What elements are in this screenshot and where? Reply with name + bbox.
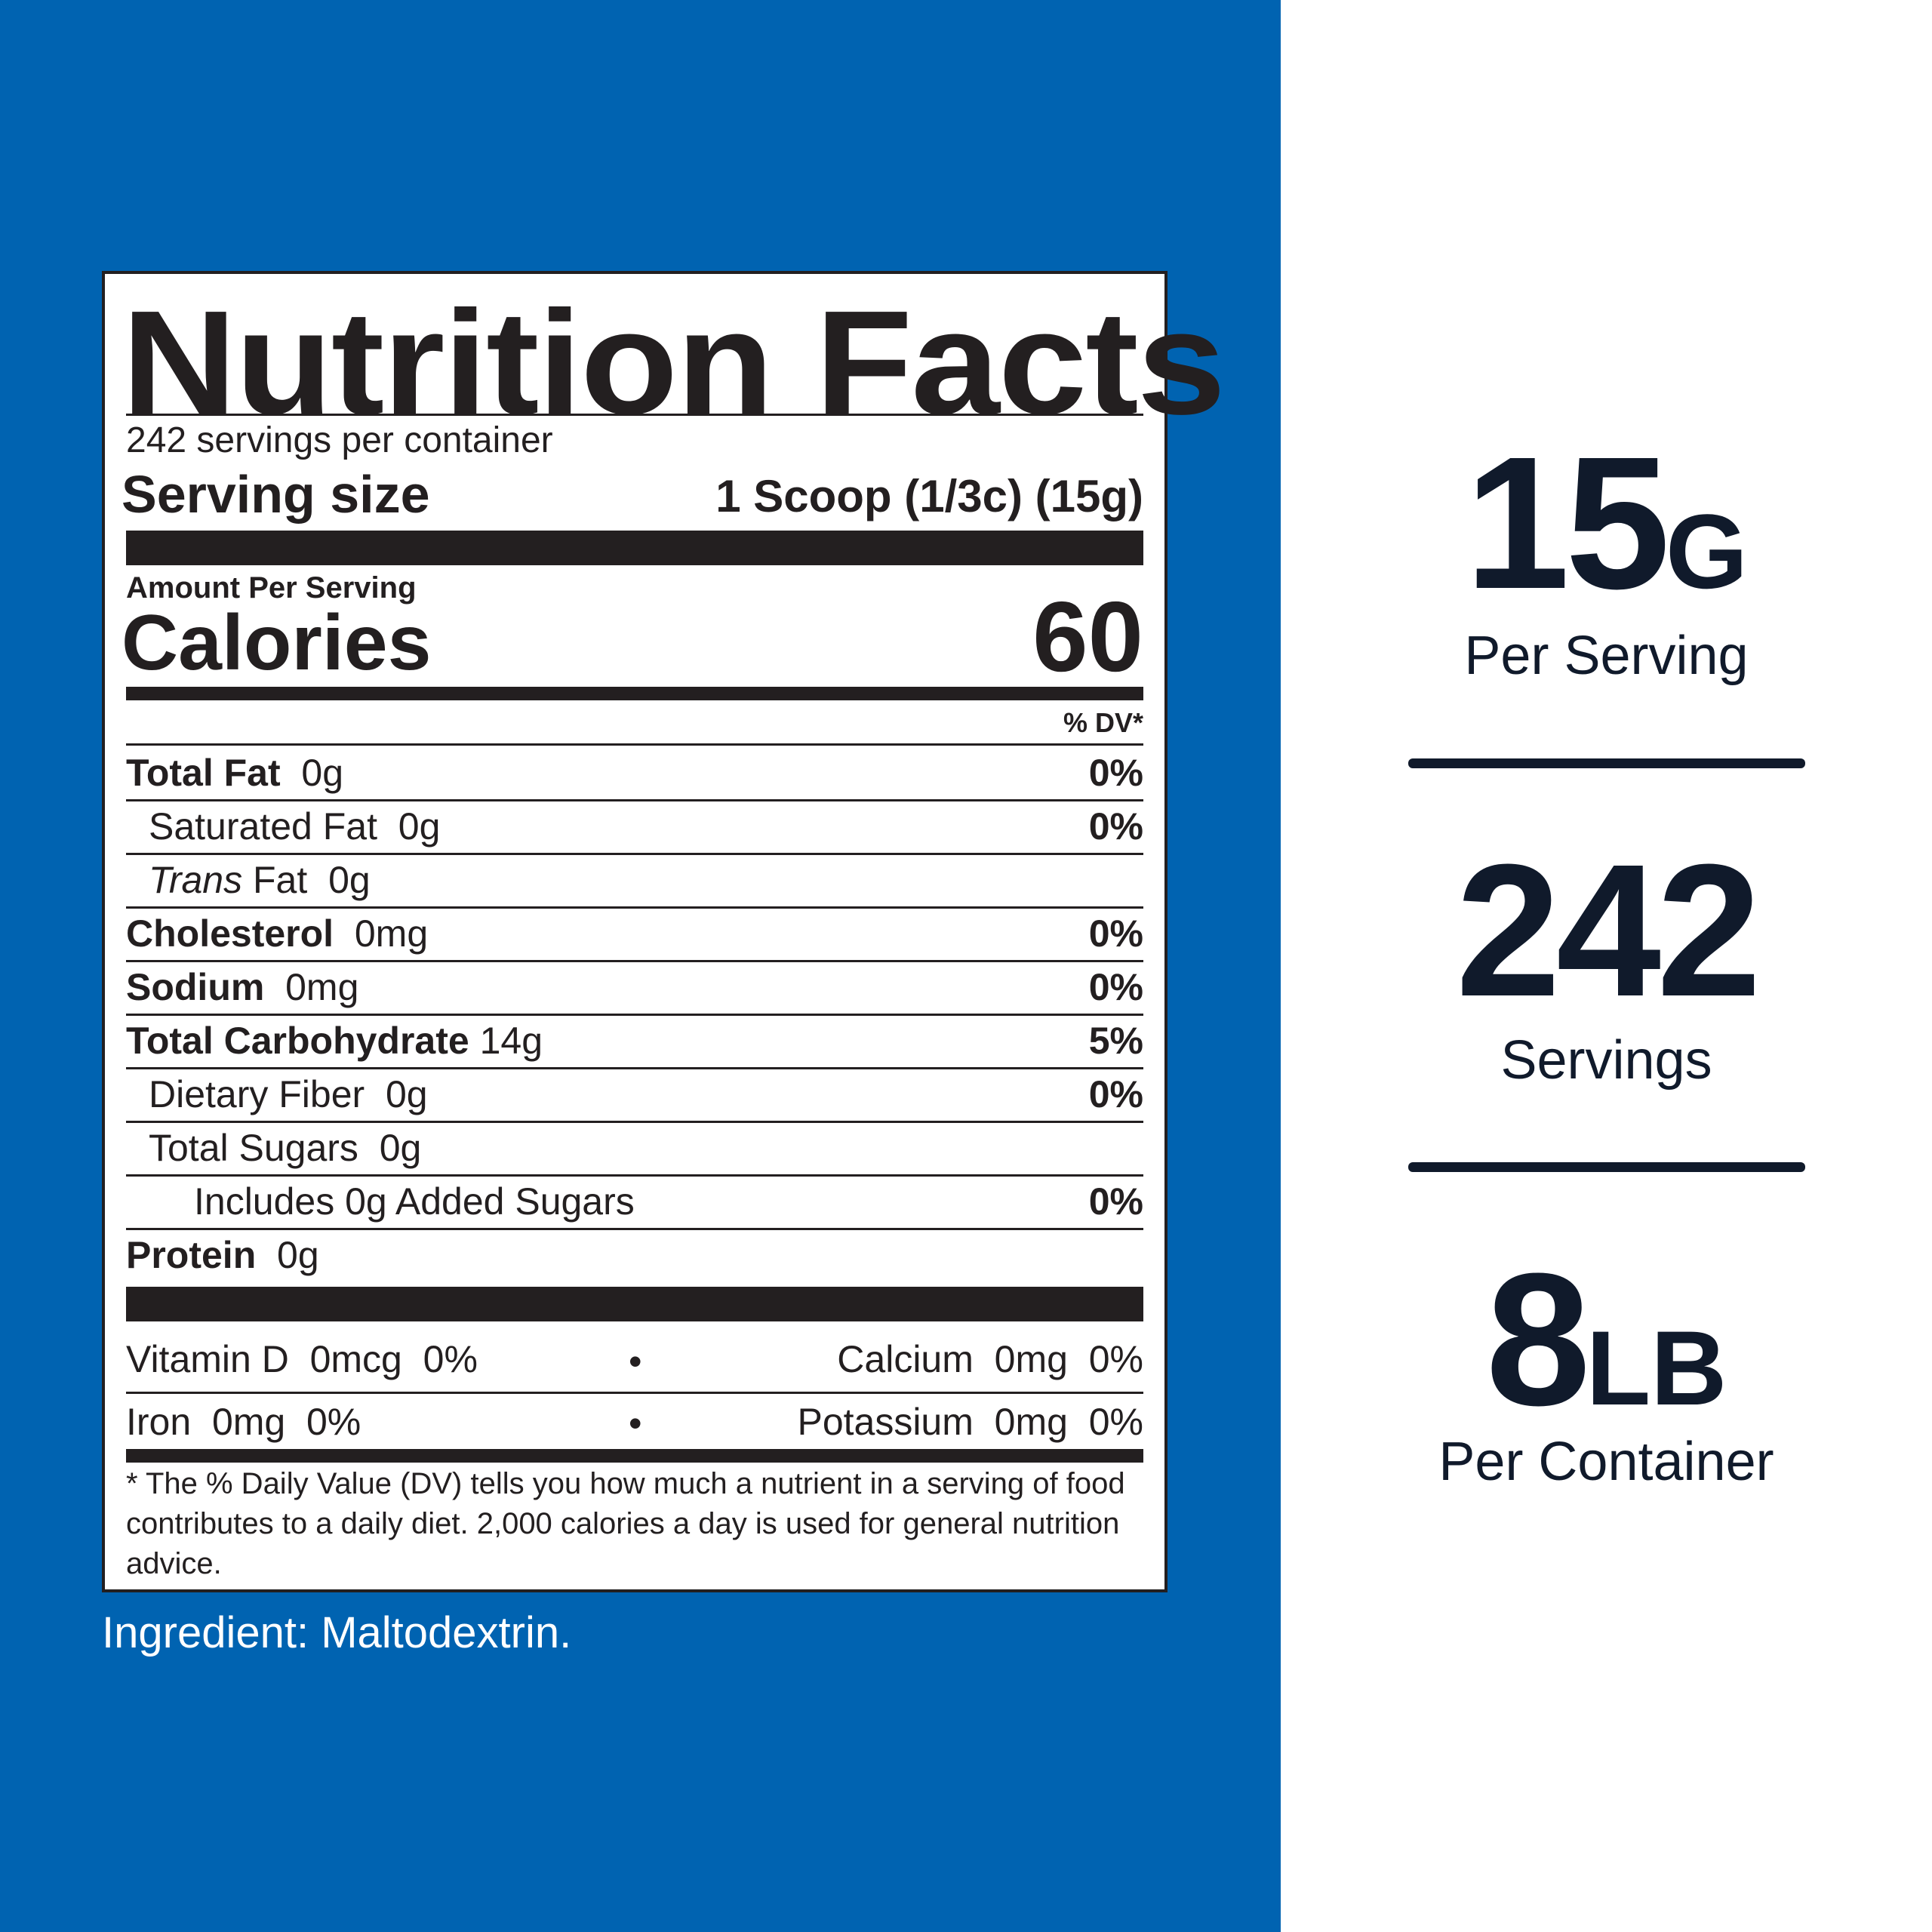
nutrient-dv: 0% bbox=[1088, 1180, 1143, 1223]
servings-per-container: 242 servings per container bbox=[126, 420, 553, 460]
nutrient-name: Cholesterol bbox=[126, 912, 334, 955]
ingredient-text: Ingredient: Maltodextrin. bbox=[102, 1608, 572, 1657]
nutrient-dv: 0% bbox=[1088, 965, 1143, 1008]
medium-rule bbox=[126, 1449, 1143, 1463]
row-rule bbox=[126, 799, 1143, 801]
nutrient-dv: 0% bbox=[1088, 751, 1143, 794]
vitamin-left: Iron 0mg 0% bbox=[126, 1401, 361, 1443]
stat-number: 8 bbox=[1485, 1234, 1591, 1444]
stat-serving-weight: 15G bbox=[1281, 429, 1932, 617]
serving-size-value: 1 Scoop (1/3c) (15g) bbox=[715, 471, 1143, 521]
nutrient-amount: 14g bbox=[479, 1019, 543, 1062]
stat-servings: 242 bbox=[1281, 836, 1932, 1025]
nutrient-row-total-sugars: Total Sugars 0g bbox=[126, 1121, 1143, 1174]
nutrient-dv: 0% bbox=[1088, 804, 1143, 848]
nutrient-row-total-carbohydrate: Total Carbohydrate 14g 5% bbox=[126, 1014, 1143, 1067]
nutrient-dv: 0% bbox=[1088, 1072, 1143, 1115]
nutrient-amount: 0g bbox=[385, 1072, 428, 1115]
nutrient-name: Sodium bbox=[126, 965, 265, 1008]
row-rule bbox=[126, 1014, 1143, 1016]
nutrient-amount: 0g bbox=[277, 1233, 319, 1276]
nutrient-name: Trans bbox=[149, 858, 243, 901]
calories-value: 60 bbox=[1032, 581, 1143, 692]
stat-caption: Per Serving bbox=[1464, 626, 1749, 686]
nutrient-amount: 0mg bbox=[285, 965, 359, 1008]
label-title: Nutrition Facts bbox=[122, 280, 1226, 445]
row-rule bbox=[126, 853, 1143, 855]
bullet: • bbox=[629, 1340, 642, 1383]
row-rule bbox=[126, 1067, 1143, 1069]
row-rule bbox=[126, 1228, 1143, 1230]
vitamin-right: Potassium 0mg 0% bbox=[797, 1401, 1143, 1443]
row-rule bbox=[126, 1121, 1143, 1123]
row-rule bbox=[126, 1174, 1143, 1177]
thick-rule-bottom bbox=[126, 1287, 1143, 1321]
vitamin-row: Iron 0mg 0% Potassium 0mg 0% bbox=[126, 1394, 1143, 1450]
stat-caption: Servings bbox=[1500, 1030, 1712, 1091]
row-rule bbox=[126, 906, 1143, 909]
stat-number: 242 bbox=[1455, 825, 1761, 1035]
nutrient-dv: 5% bbox=[1088, 1019, 1143, 1062]
nutrient-name: Saturated Fat bbox=[149, 804, 377, 848]
nutrient-amount: 0g bbox=[301, 751, 344, 794]
medium-rule bbox=[126, 687, 1143, 700]
serving-size-label: Serving size bbox=[122, 465, 430, 524]
row-rule bbox=[126, 1392, 1143, 1394]
nutrient-name: Dietary Fiber bbox=[149, 1072, 365, 1115]
nutrient-row-saturated-fat: Saturated Fat 0g 0% bbox=[126, 799, 1143, 853]
stat-number: 15 bbox=[1465, 417, 1670, 628]
stat-container-weight: 8LB bbox=[1281, 1245, 1932, 1434]
bullet: • bbox=[629, 1402, 642, 1444]
stat-unit: G bbox=[1666, 492, 1748, 611]
nutrient-row-trans-fat: Trans Fat 0g bbox=[126, 853, 1143, 906]
nutrient-name: Total Fat bbox=[126, 751, 281, 794]
nutrition-facts-label: Nutrition Facts 242 servings per contain… bbox=[102, 271, 1226, 1592]
nutrient-dv: 0% bbox=[1088, 912, 1143, 955]
title-rule bbox=[126, 414, 1143, 416]
nutrient-amount: 0g bbox=[398, 804, 441, 848]
stat-divider bbox=[1408, 1162, 1805, 1172]
nutrient-name: Total Sugars bbox=[149, 1126, 358, 1169]
calories-label: Calories bbox=[122, 599, 432, 687]
thick-rule-top bbox=[126, 531, 1143, 565]
nutrient-name: Includes 0g Added Sugars bbox=[194, 1180, 635, 1223]
vitamin-left: Vitamin D 0mcg 0% bbox=[126, 1338, 478, 1380]
nutrient-row-total-fat: Total Fat 0g 0% bbox=[126, 746, 1143, 799]
row-rule bbox=[126, 960, 1143, 962]
row-rule bbox=[126, 743, 1143, 746]
stat-caption: Per Container bbox=[1438, 1432, 1774, 1492]
daily-value-footnote: * The % Daily Value (DV) tells you how m… bbox=[126, 1467, 1125, 1580]
nutrient-amount: 0mg bbox=[354, 912, 429, 955]
amount-per-serving: Amount Per Serving bbox=[126, 571, 417, 605]
nutrient-amount: 0g bbox=[379, 1126, 422, 1169]
nutrient-row-sodium: Sodium 0mg 0% bbox=[126, 960, 1143, 1014]
nutrient-row-added-sugars: Includes 0g Added Sugars 0% bbox=[126, 1174, 1143, 1228]
vitamin-row: Vitamin D 0mcg 0% Calcium 0mg 0% bbox=[126, 1329, 1143, 1389]
stat-divider bbox=[1408, 758, 1805, 768]
nutrient-row-protein: Protein 0g bbox=[126, 1228, 1143, 1281]
stat-unit: LB bbox=[1586, 1309, 1727, 1427]
nutrient-name: Total Carbohydrate bbox=[126, 1019, 469, 1062]
nutrient-row-dietary-fiber: Dietary Fiber 0g 0% bbox=[126, 1067, 1143, 1121]
vitamin-right: Calcium 0mg 0% bbox=[837, 1338, 1143, 1380]
nutrient-name-rest: Fat bbox=[253, 858, 308, 901]
nutrient-row-cholesterol: Cholesterol 0mg 0% bbox=[126, 906, 1143, 960]
dv-header: % DV* bbox=[1063, 707, 1143, 738]
nutrient-amount: 0g bbox=[328, 858, 371, 901]
nutrient-name: Protein bbox=[126, 1233, 257, 1276]
